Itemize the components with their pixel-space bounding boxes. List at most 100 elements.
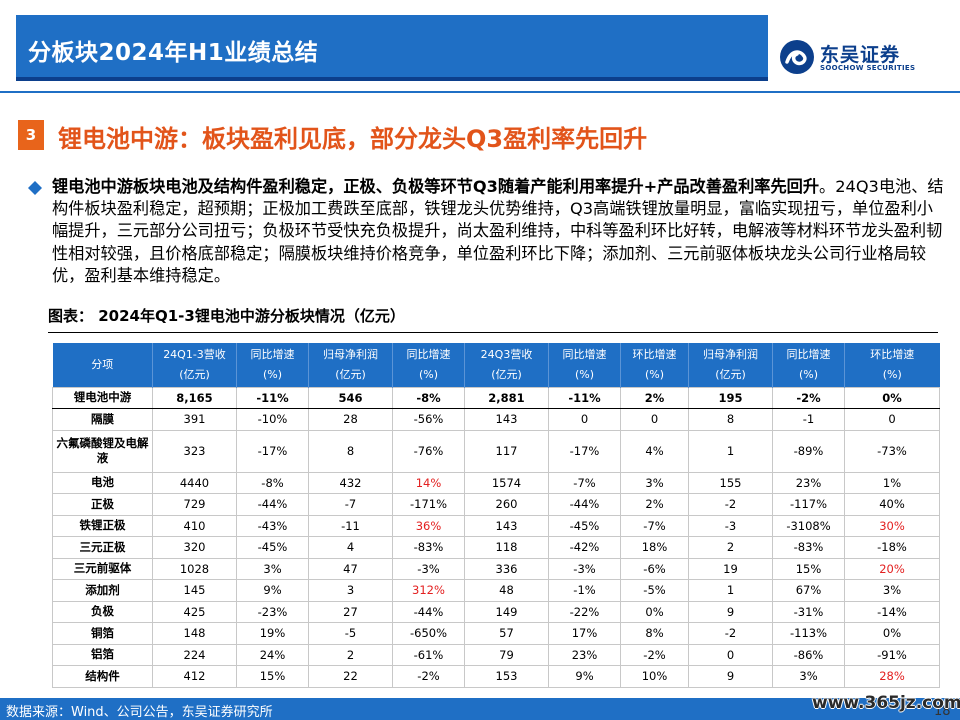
table-cell: -2% [620, 643, 689, 666]
page-title: 分板块2024年H1业绩总结 [28, 40, 319, 66]
row-label-cell: 锂电池中游 [52, 386, 153, 409]
column-header-line: 同比增速 [250, 347, 295, 361]
table-cell: -7% [620, 514, 689, 537]
column-header-line: (%) [798, 367, 819, 381]
table-body: 锂电池中游 8,165 -11% 546 -8% 2,881 -11% 2% 195 -2% 0% 隔… [52, 386, 940, 688]
table-cell: -7 [308, 493, 393, 516]
table-row: 正极 729 -44% -7 -171% 260 -44% 2% -2 -117% 40% [52, 493, 940, 516]
table-cell: 1028 [152, 557, 237, 580]
table-cell: 2% [620, 386, 689, 409]
table-cell: 3% [620, 471, 689, 494]
row-label-cell: 负极 [52, 600, 153, 623]
table-row: 电池 4440 -8% 432 14% 1574 -7% 3% 155 23% 1% [52, 471, 940, 494]
table-cell: 320 [152, 536, 237, 559]
table-cell: -11% [236, 386, 309, 409]
column-header: 同比增速 (%) [548, 343, 621, 387]
table-cell: 23% [772, 471, 845, 494]
table-cell: 2% [620, 493, 689, 516]
table-cell: 48 [464, 579, 549, 602]
table-cell: -56% [392, 408, 465, 431]
table-row: 负极 425 -23% 27 -44% 149 -22% 0% 9 -31% -14% [52, 600, 940, 623]
table-cell: 323 [152, 429, 237, 473]
row-label-cell: 铜箔 [52, 622, 153, 645]
column-header: 同比增速 (%) [392, 343, 465, 387]
table-cell: -6% [620, 557, 689, 580]
table-cell: 22 [308, 665, 393, 688]
table-cell: 17% [548, 622, 621, 645]
table-cell: -23% [236, 600, 309, 623]
table-cell: 14% [392, 471, 465, 494]
table-cell: -45% [548, 514, 621, 537]
table-cell: 36% [392, 514, 465, 537]
table-header-row: 分项 24Q1-3营收 (亿元) 同比增速 (%) 归母净利润 (亿元) 同比增速 (%) 24Q… [52, 343, 940, 387]
table-row: 六氟磷酸锂及电解液 323 -17% 8 -76% 117 -17% 4% 1 -89% -73% [52, 429, 940, 473]
table-cell: 8 [308, 429, 393, 473]
table-cell: 391 [152, 408, 237, 431]
figure-caption: 图表： 2024年Q1-3锂电池中游分板块情况（亿元） [48, 307, 405, 325]
column-header-line: 24Q3营收 [480, 347, 533, 361]
table-row: 结构件 412 15% 22 -2% 153 9% 10% 9 3% 28% [52, 665, 940, 688]
column-header: 环比增速 (%) [620, 343, 689, 387]
column-header-line: (亿元) [715, 367, 746, 381]
table-cell: 143 [464, 514, 549, 537]
table-cell: 260 [464, 493, 549, 516]
table-cell: 9 [688, 665, 773, 688]
table-cell: -89% [772, 429, 845, 473]
column-header: 归母净利润 (亿元) [688, 343, 773, 387]
segment-table: 分项 24Q1-3营收 (亿元) 同比增速 (%) 归母净利润 (亿元) 同比增速 (%) 24Q… [52, 343, 940, 688]
table-cell: -83% [392, 536, 465, 559]
table-cell: -3 [688, 514, 773, 537]
table-cell: 18% [620, 536, 689, 559]
table-row: 三元正极 320 -45% 4 -83% 118 -42% 18% 2 -83% -18% [52, 536, 940, 559]
table-cell: 145 [152, 579, 237, 602]
table-cell: 0 [844, 408, 940, 431]
table-cell: -45% [236, 536, 309, 559]
table-cell: 155 [688, 471, 773, 494]
table-cell: 4% [620, 429, 689, 473]
table-cell: 729 [152, 493, 237, 516]
table-cell: -86% [772, 643, 845, 666]
table-cell: 27 [308, 600, 393, 623]
table-cell: -3108% [772, 514, 845, 537]
column-header-line: (%) [644, 367, 665, 381]
table-cell: 20% [844, 557, 940, 580]
table-row: 锂电池中游 8,165 -11% 546 -8% 2,881 -11% 2% 195 -2% 0% [52, 386, 940, 409]
table-cell: -42% [548, 536, 621, 559]
table-cell: 4 [308, 536, 393, 559]
table-cell: 4440 [152, 471, 237, 494]
table-cell: -5 [308, 622, 393, 645]
column-header: 24Q3营收 (亿元) [464, 343, 549, 387]
table-cell: -73% [844, 429, 940, 473]
table-cell: -18% [844, 536, 940, 559]
table-cell: 1% [844, 471, 940, 494]
section-number-badge: 3 [18, 120, 44, 150]
table-cell: 3% [772, 665, 845, 688]
page-number: 18 [934, 704, 951, 719]
row-label-cell: 铝箔 [52, 643, 153, 666]
table-cell: 15% [236, 665, 309, 688]
column-header-line: (%) [882, 367, 902, 381]
table-row: 铝箔 224 24% 2 -61% 79 23% -2% 0 -86% -91% [52, 643, 940, 666]
table-cell: 9 [688, 600, 773, 623]
table-cell: -31% [772, 600, 845, 623]
table-row: 三元前驱体 1028 3% 47 -3% 336 -3% -6% 19 15% 20% [52, 557, 940, 580]
table-cell: 2 [308, 643, 393, 666]
row-label-cell: 铁锂正极 [52, 514, 153, 537]
table-cell: 153 [464, 665, 549, 688]
table-cell: 19% [236, 622, 309, 645]
table-cell: 117 [464, 429, 549, 473]
table-cell: 15% [772, 557, 845, 580]
column-header-line: (亿元) [491, 367, 522, 381]
table-cell: 0 [620, 408, 689, 431]
table-cell: -11% [548, 386, 621, 409]
table-cell: -1 [772, 408, 845, 431]
table-cell: 195 [688, 386, 773, 409]
table-cell: 546 [308, 386, 393, 409]
table-cell: 8,165 [152, 386, 237, 409]
table-cell: 10% [620, 665, 689, 688]
table-cell: 336 [464, 557, 549, 580]
table-cell: -7% [548, 471, 621, 494]
column-header: 归母净利润 (亿元) [308, 343, 393, 387]
table-cell: -171% [392, 493, 465, 516]
table-cell: -2 [688, 493, 773, 516]
